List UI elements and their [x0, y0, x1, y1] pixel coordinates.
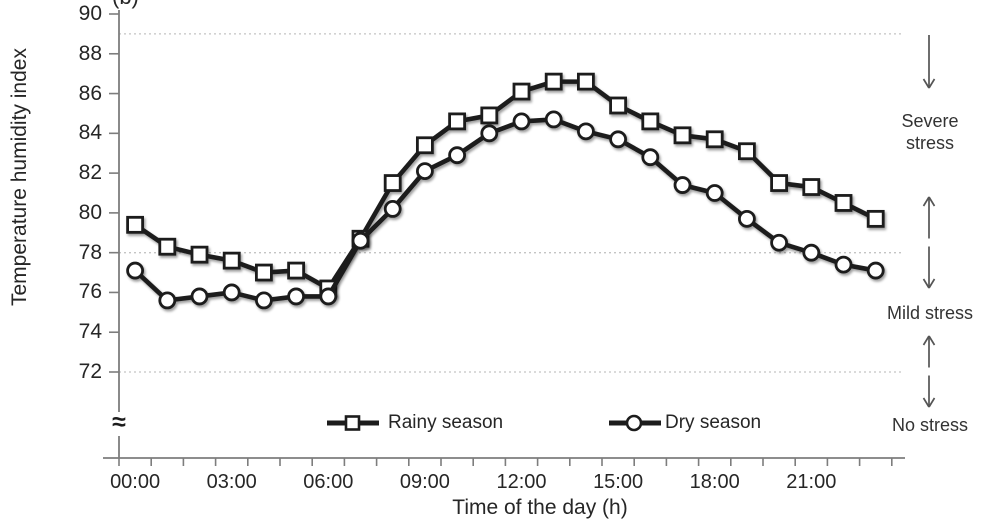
square-marker	[415, 136, 434, 155]
circle-marker	[866, 261, 885, 280]
square-marker	[544, 72, 563, 91]
legend-square-marker-icon	[327, 415, 379, 431]
series-rainy-season	[126, 72, 885, 298]
mild-no-boundary-arrow-icon	[922, 335, 936, 408]
circle-marker	[641, 148, 660, 167]
series-line	[133, 79, 877, 291]
square-marker	[254, 263, 273, 282]
y-tick-label: 72	[78, 360, 102, 383]
circle-marker	[383, 200, 402, 218]
severe-stress-annotation: Severe stress	[901, 111, 959, 153]
circle-marker	[158, 291, 177, 310]
y-tick-label: 88	[78, 41, 102, 65]
square-marker	[383, 174, 402, 192]
severe-stress-arrow-icon	[922, 35, 936, 89]
y-tick-label: 90	[78, 2, 102, 25]
square-marker	[577, 72, 595, 91]
mild-stress-annotation: Mild stress	[886, 303, 973, 323]
circle-marker	[190, 287, 209, 306]
x-tick-label: 12:00	[496, 471, 547, 493]
series-line	[133, 117, 877, 303]
x-tick-label: 00:00	[110, 471, 161, 493]
square-marker	[222, 251, 241, 270]
x-tick-label: 06:00	[303, 471, 354, 493]
circle-marker	[126, 261, 145, 280]
legend-label-dry: Dry season	[665, 412, 762, 433]
square-marker	[287, 261, 306, 280]
circle-marker	[577, 122, 595, 141]
square-marker	[158, 237, 177, 256]
circle-marker	[673, 176, 692, 194]
circle-marker	[834, 255, 853, 274]
square-marker	[673, 126, 692, 145]
square-marker	[448, 112, 467, 131]
circle-marker	[254, 291, 273, 310]
circle-marker	[802, 243, 821, 262]
axes	[103, 10, 905, 459]
series-dry-season	[126, 110, 885, 310]
legend-item-dry-season: Dry season	[608, 412, 761, 434]
circle-marker	[705, 184, 724, 202]
x-tick-label: 03:00	[206, 471, 257, 493]
y-tick-label: 86	[78, 81, 102, 105]
severe-mild-boundary-arrow-icon	[922, 196, 936, 289]
square-marker	[705, 130, 724, 149]
circle-marker	[351, 231, 370, 250]
circle-marker	[287, 287, 306, 306]
y-tick-label: 82	[78, 161, 102, 185]
panel-label: (b)	[112, 0, 139, 10]
y-tick-label: 78	[78, 240, 102, 264]
circle-marker	[609, 130, 627, 149]
square-marker	[834, 194, 853, 212]
square-marker	[866, 209, 885, 228]
legend-label-rainy: Rainy season	[388, 412, 504, 433]
y-tick-label: 84	[78, 121, 102, 145]
x-tick-label: 09:00	[399, 471, 450, 493]
y-axis-title: Temperature humidity index	[8, 48, 31, 306]
x-tick-label: 18:00	[689, 471, 740, 493]
square-marker	[190, 245, 209, 264]
square-marker	[609, 96, 627, 115]
circle-marker	[222, 283, 241, 302]
circle-marker	[319, 287, 338, 306]
circle-marker	[448, 146, 467, 165]
legend-item-rainy-season: Rainy season	[326, 412, 503, 434]
circle-marker	[544, 110, 563, 129]
square-marker	[641, 112, 660, 131]
no-stress-annotation: No stress	[891, 415, 969, 435]
y-tick-label: 80	[78, 200, 102, 224]
y-axis-break-symbol: ≈	[112, 408, 126, 436]
circle-marker	[480, 124, 499, 143]
circle-marker	[512, 112, 531, 131]
x-axis-title: Time of the day (h)	[452, 496, 628, 519]
y-tick-label: 74	[78, 320, 102, 344]
circle-marker	[770, 233, 788, 252]
square-marker	[480, 106, 499, 125]
circle-marker	[415, 162, 434, 181]
square-marker	[126, 215, 144, 234]
y-tick-label: 76	[78, 280, 102, 304]
x-tick-label: 21:00	[786, 471, 837, 493]
legend-circle-marker-icon	[609, 414, 661, 432]
square-marker	[802, 178, 821, 196]
x-tick-label: 15:00	[593, 471, 644, 493]
circle-marker	[738, 209, 756, 228]
square-marker	[512, 82, 531, 101]
square-marker	[770, 174, 788, 192]
square-marker	[738, 142, 756, 161]
